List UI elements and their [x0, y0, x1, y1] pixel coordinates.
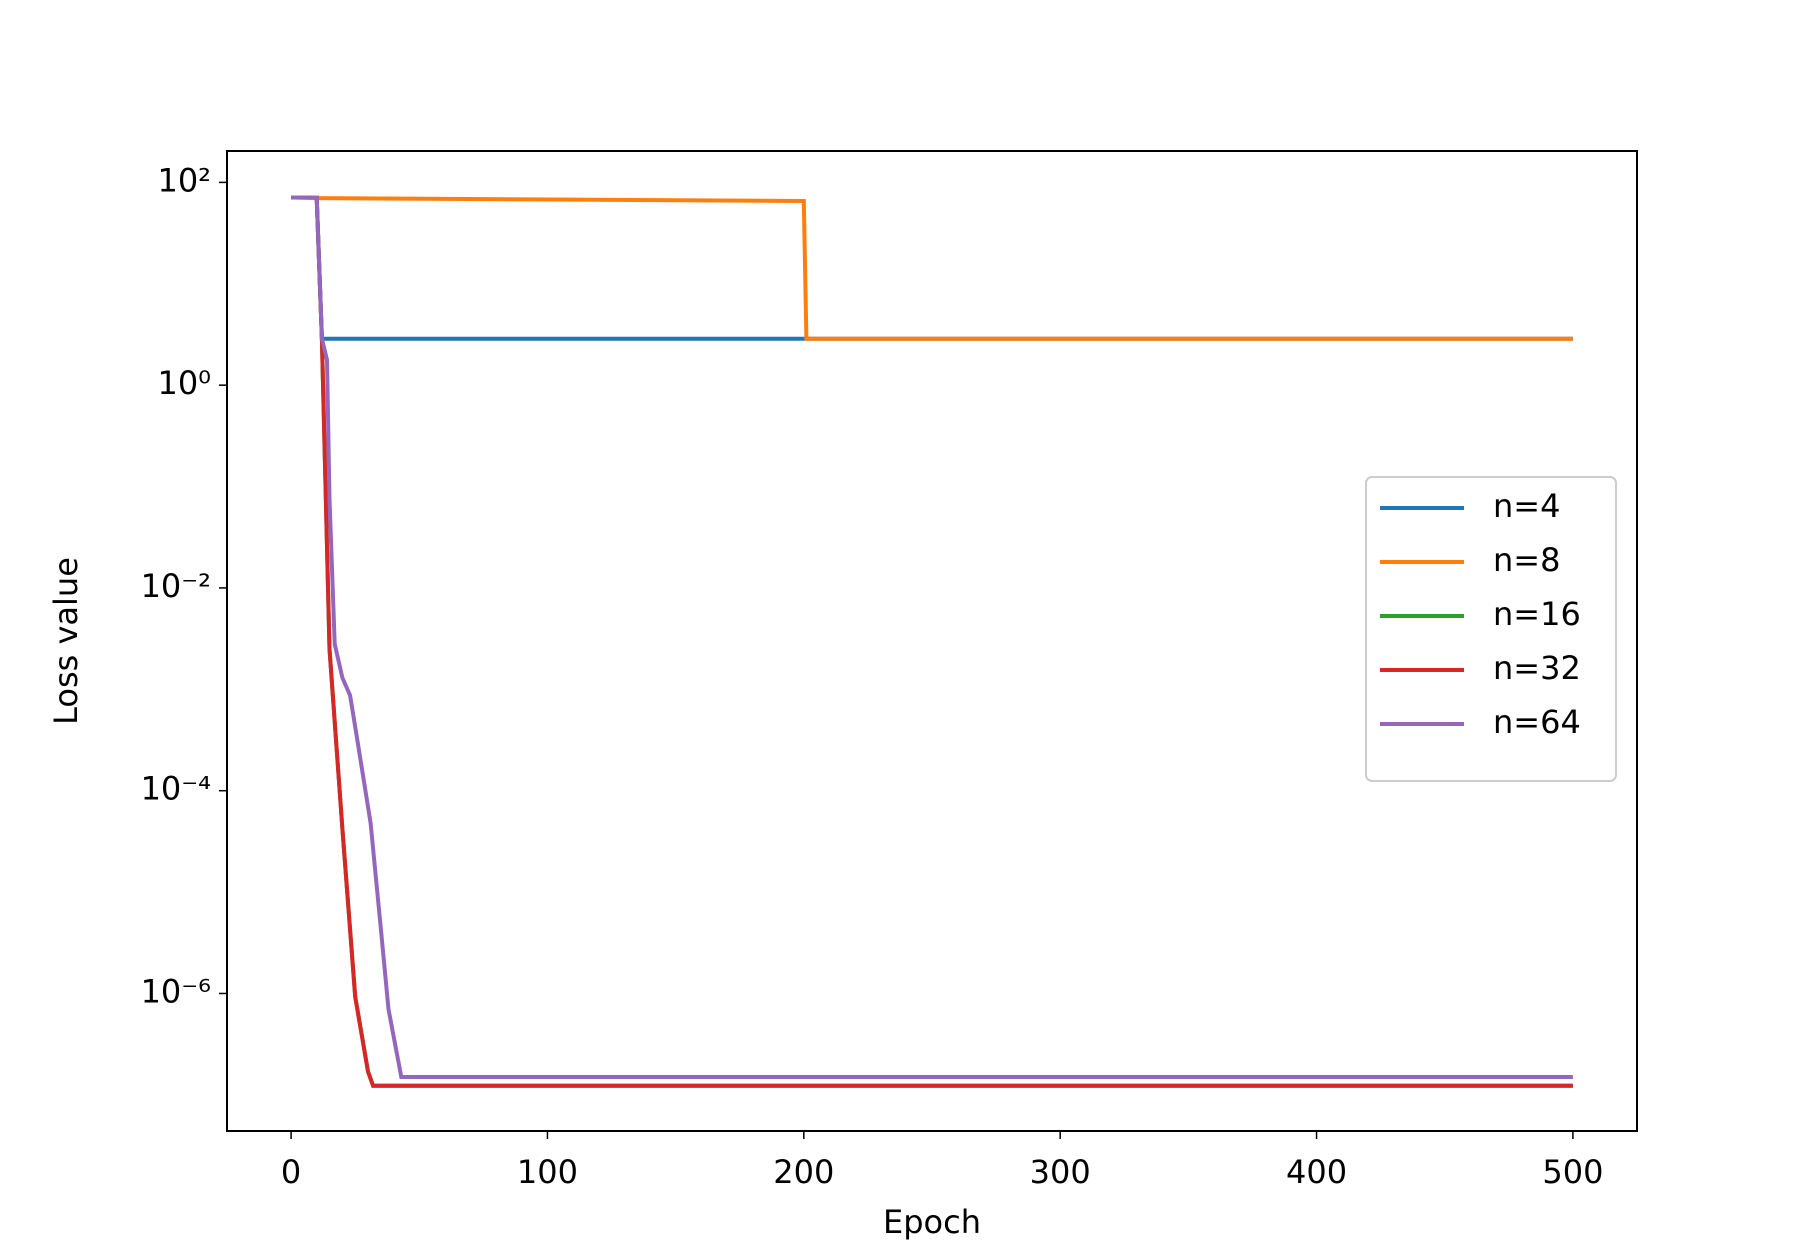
y-tick-label: 10⁻⁶: [141, 972, 211, 1010]
line-series: [291, 195, 1573, 1079]
legend-label: n=32: [1493, 649, 1581, 687]
line-series: [291, 195, 1573, 341]
plot-frame: [226, 150, 1638, 1132]
x-tick-label: 300: [1030, 1153, 1091, 1191]
y-tick-label: 10²: [157, 161, 211, 199]
legend-label: n=16: [1493, 595, 1581, 633]
legend-label: n=4: [1493, 487, 1560, 525]
x-axis-label: Epoch: [883, 1203, 981, 1241]
y-tick-label: 10⁻²: [141, 567, 211, 605]
x-tick-label: 400: [1286, 1153, 1347, 1191]
x-tick-label: 500: [1542, 1153, 1603, 1191]
legend-box: [1365, 476, 1617, 782]
legend-label: n=64: [1493, 703, 1581, 741]
line-series: [291, 195, 1573, 341]
x-tick-label: 200: [773, 1153, 834, 1191]
y-axis-label: Loss value: [47, 557, 85, 725]
y-tick-label: 10⁻⁴: [141, 770, 211, 808]
y-tick-label: 10⁰: [157, 364, 211, 402]
legend-label: n=8: [1493, 541, 1560, 579]
x-tick-label: 0: [281, 1153, 301, 1191]
x-tick-label: 100: [517, 1153, 578, 1191]
